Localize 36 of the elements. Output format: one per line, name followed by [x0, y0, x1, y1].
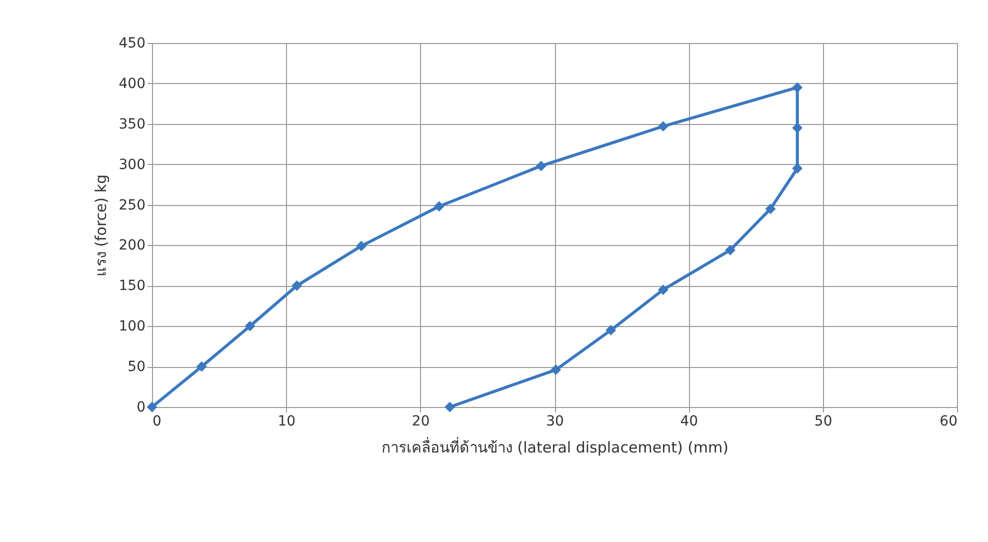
point — [356, 240, 367, 252]
y-tick-label: 450 — [118, 36, 146, 52]
point — [658, 121, 668, 132]
x-tick-label: 20 — [412, 414, 430, 430]
x-tick-label: 30 — [546, 414, 564, 430]
point — [550, 364, 562, 376]
y-tick-label: 0 — [136, 400, 146, 416]
point — [658, 284, 668, 295]
y-tick-label: 300 — [118, 156, 146, 173]
point — [292, 280, 302, 291]
x-tick-label: 40 — [680, 414, 698, 430]
y-axis-title: แรง (force) kg — [92, 174, 110, 277]
x-tick-label: 0 — [152, 414, 162, 430]
point — [765, 204, 776, 214]
point — [196, 361, 207, 372]
point — [606, 324, 616, 336]
x-tick-label: 60 — [940, 414, 958, 430]
point — [244, 320, 256, 332]
point — [434, 201, 444, 212]
y-tick-label: 250 — [118, 197, 146, 214]
point — [792, 163, 803, 174]
y-tick-label: 150 — [118, 278, 146, 294]
x-tick-label: 10 — [278, 414, 296, 430]
point — [725, 244, 736, 256]
point — [444, 402, 456, 412]
x-axis-title: การเคลื่อนที่ด้านข้าง (lateral displacement) (mm) — [381, 436, 729, 456]
y-tick-label: 400 — [118, 76, 146, 92]
point — [146, 402, 158, 412]
point — [536, 160, 546, 172]
y-tick-label: 100 — [118, 318, 146, 335]
point — [792, 122, 803, 134]
point — [792, 82, 803, 93]
y-tick-label: 350 — [118, 116, 146, 132]
y-tick-label: 200 — [118, 238, 146, 254]
y-tick-label: 50 — [128, 359, 146, 376]
x-tick-label: 50 — [814, 414, 832, 430]
